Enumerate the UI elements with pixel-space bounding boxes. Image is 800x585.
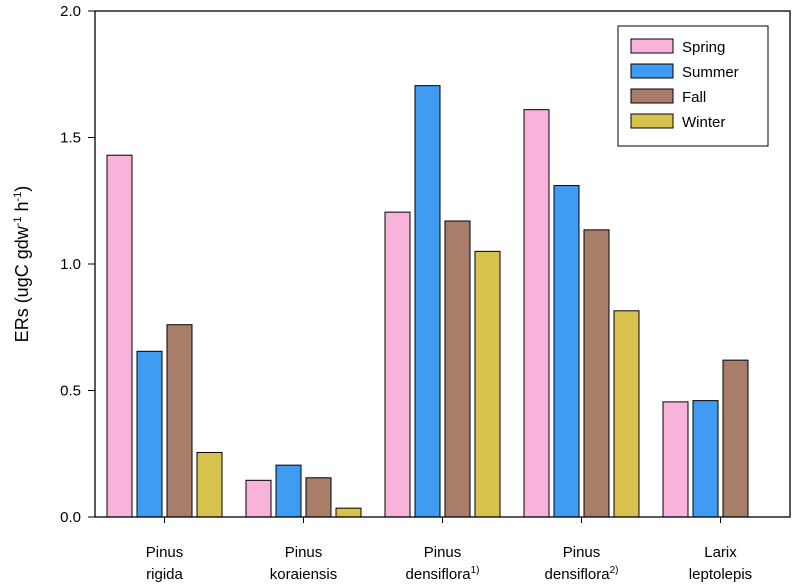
y-axis-label: ERs (ugC gdw-1 h-1) bbox=[12, 186, 32, 343]
legend-swatch-winter bbox=[630, 113, 674, 129]
bar-fall-4 bbox=[722, 359, 749, 518]
bar-fall-3 bbox=[583, 229, 610, 518]
bar-spring-0 bbox=[106, 154, 133, 518]
legend-swatch-fall bbox=[630, 88, 674, 104]
bar-summer-1 bbox=[275, 464, 302, 518]
legend-label-spring: Spring bbox=[682, 39, 725, 56]
y-tick-label: 0.0 bbox=[60, 509, 81, 526]
axis-layer: Pinus rigida Pinus koraiensis Pinus densiflor… bbox=[60, 3, 752, 583]
bar-spring-4 bbox=[662, 401, 689, 518]
x-tick-label: Pinus rigida bbox=[146, 544, 184, 583]
x-tick-label: Pinus densiflora2) bbox=[545, 544, 619, 583]
legend-label-summer: Summer bbox=[682, 64, 739, 81]
y-tick-label: 1.5 bbox=[60, 130, 81, 147]
bar-summer-0 bbox=[136, 350, 163, 518]
bar-fall-2 bbox=[444, 220, 471, 518]
legend-label-winter: Winter bbox=[682, 114, 725, 131]
bar-summer-3 bbox=[553, 185, 580, 518]
bars-layer bbox=[106, 85, 749, 518]
legend-swatch-summer bbox=[630, 63, 674, 79]
legend-swatch-spring bbox=[630, 38, 674, 54]
legend: Spring Summer Fall Winter bbox=[617, 25, 769, 147]
bar-fall-1 bbox=[305, 477, 332, 518]
bar-spring-3 bbox=[523, 109, 550, 518]
y-tick-label: 2.0 bbox=[60, 3, 81, 20]
bar-winter-0 bbox=[196, 451, 223, 518]
bar-winter-3 bbox=[613, 310, 640, 518]
bar-winter-1 bbox=[335, 507, 362, 518]
bar-summer-2 bbox=[414, 85, 441, 518]
bar-fall-0 bbox=[166, 324, 193, 518]
y-tick-label: 0.5 bbox=[60, 383, 81, 400]
bar-spring-2 bbox=[384, 211, 411, 518]
x-tick-label: Larix leptolepis bbox=[689, 544, 752, 583]
bar-spring-1 bbox=[245, 479, 272, 518]
bar-summer-4 bbox=[692, 400, 719, 518]
x-tick-label: Pinus densiflora1) bbox=[406, 544, 480, 583]
y-tick-label: 1.0 bbox=[60, 256, 81, 273]
bar-winter-2 bbox=[474, 250, 501, 518]
x-tick-label: Pinus koraiensis bbox=[270, 544, 338, 583]
legend-label-fall: Fall bbox=[682, 89, 706, 106]
